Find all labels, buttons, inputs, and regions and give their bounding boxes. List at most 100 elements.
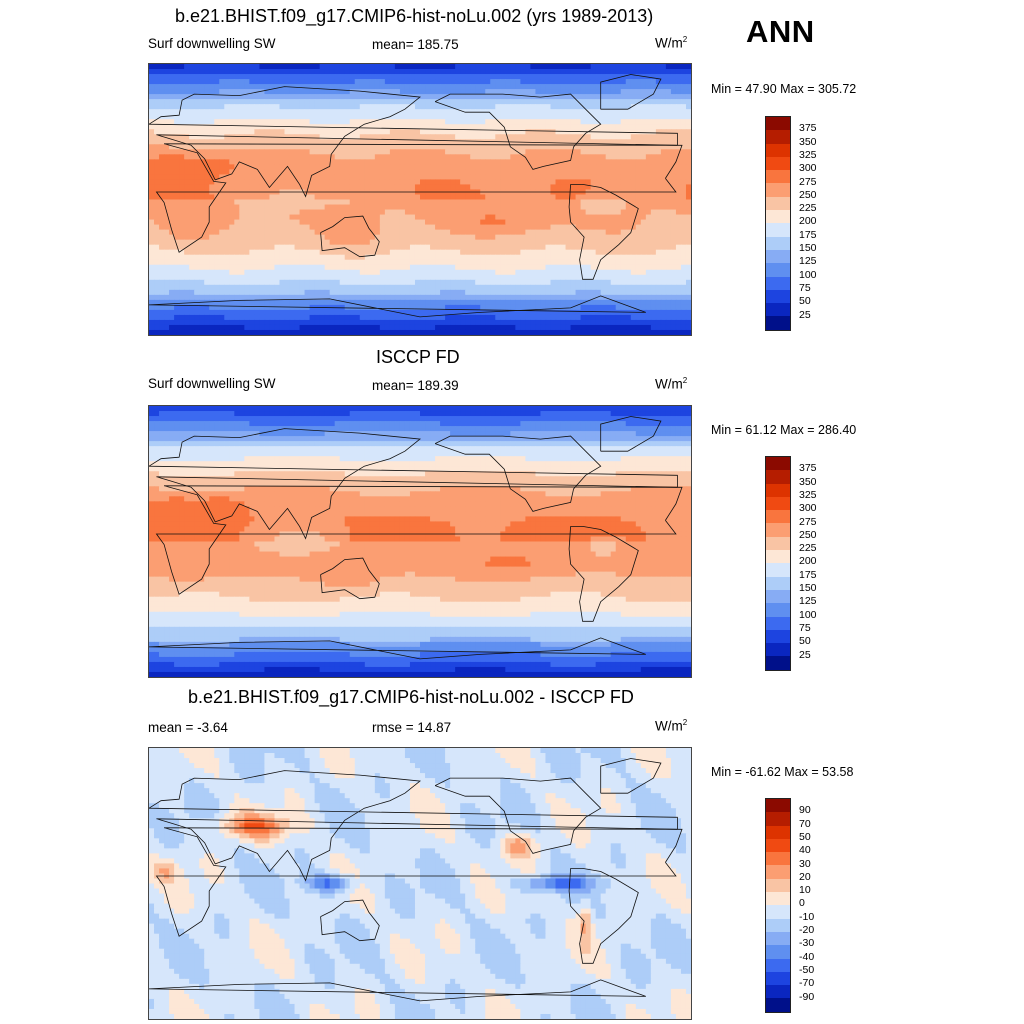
field-cell	[349, 154, 356, 160]
field-cell	[274, 269, 281, 276]
field-cell	[234, 264, 240, 271]
field-cell	[314, 134, 321, 140]
field-cell	[354, 219, 361, 226]
field-cell	[500, 219, 506, 226]
field-cell	[605, 114, 612, 120]
field-cell	[169, 159, 175, 165]
field-cell	[610, 184, 617, 191]
field-cell	[575, 89, 582, 95]
field-cell	[349, 219, 356, 226]
field-cell	[194, 254, 200, 261]
field-cell	[515, 279, 521, 286]
field-cell	[555, 89, 562, 95]
field-cell	[625, 159, 632, 165]
field-cell	[149, 269, 155, 276]
field-cell	[425, 89, 431, 95]
field-cell	[414, 194, 421, 201]
field-cell	[460, 169, 466, 176]
field-cell	[625, 249, 632, 256]
field-cell	[399, 99, 406, 105]
field-cell	[420, 114, 426, 120]
field-cell	[475, 244, 481, 251]
field-cell	[515, 129, 521, 135]
field-cell	[214, 69, 220, 75]
field-cell	[580, 139, 587, 145]
field-cell	[269, 259, 276, 266]
field-cell	[510, 109, 516, 115]
field-cell	[535, 99, 542, 105]
field-cell	[179, 244, 185, 251]
field-cell	[605, 64, 612, 70]
field-cell	[600, 149, 607, 155]
field-cell	[404, 154, 411, 160]
field-cell	[685, 279, 691, 286]
field-cell	[645, 89, 652, 95]
field-cell	[294, 154, 301, 160]
field-cell	[510, 74, 516, 80]
field-cell	[470, 144, 476, 150]
field-cell	[460, 149, 466, 155]
field-cell	[440, 284, 446, 291]
field-cell	[490, 164, 496, 170]
field-cell	[630, 134, 637, 140]
field-cell	[420, 119, 426, 125]
field-cell	[299, 254, 306, 261]
field-cell	[239, 184, 245, 191]
field-cell	[269, 194, 276, 201]
field-cell	[344, 254, 351, 261]
field-cell	[685, 244, 691, 251]
field-cell	[560, 259, 567, 266]
field-cell	[570, 169, 577, 176]
field-cell	[490, 264, 496, 271]
field-cell	[199, 209, 205, 216]
field-cell	[460, 184, 466, 191]
field-cell	[159, 94, 165, 100]
field-cell	[259, 224, 266, 231]
field-cell	[585, 184, 592, 191]
field-cell	[435, 174, 441, 181]
field-cell	[229, 209, 235, 216]
field-cell	[660, 154, 667, 160]
field-cell	[199, 144, 205, 150]
field-cell	[610, 229, 617, 236]
field-cell	[414, 114, 421, 120]
field-cell	[460, 99, 466, 105]
field-cell	[184, 64, 190, 70]
field-cell	[435, 139, 441, 145]
field-cell	[490, 214, 496, 221]
field-cell	[384, 239, 391, 246]
field-cell	[299, 119, 306, 125]
field-cell	[640, 249, 647, 256]
field-cell	[645, 279, 652, 286]
field-cell	[510, 174, 516, 181]
field-cell	[384, 109, 391, 115]
field-cell	[309, 274, 316, 281]
field-cell	[650, 289, 657, 296]
field-cell	[685, 224, 691, 231]
field-cell	[379, 284, 386, 291]
field-cell	[675, 94, 682, 100]
field-cell	[404, 169, 411, 176]
field-cell	[269, 139, 276, 145]
field-cell	[269, 264, 276, 271]
field-cell	[595, 289, 602, 296]
field-cell	[480, 139, 486, 145]
field-cell	[299, 259, 306, 266]
field-cell	[650, 109, 657, 115]
field-cell	[404, 214, 411, 221]
field-cell	[184, 179, 190, 186]
field-cell	[239, 244, 245, 251]
field-cell	[495, 74, 501, 80]
field-cell	[229, 259, 235, 266]
field-cell	[460, 79, 466, 85]
field-cell	[550, 244, 557, 251]
field-cell	[169, 219, 175, 226]
field-cell	[234, 214, 240, 221]
field-cell	[590, 159, 597, 165]
field-cell	[500, 154, 506, 160]
field-cell	[585, 269, 592, 276]
field-cell	[374, 89, 381, 95]
field-cell	[425, 74, 431, 80]
field-cell	[625, 289, 632, 296]
field-cell	[540, 149, 547, 155]
